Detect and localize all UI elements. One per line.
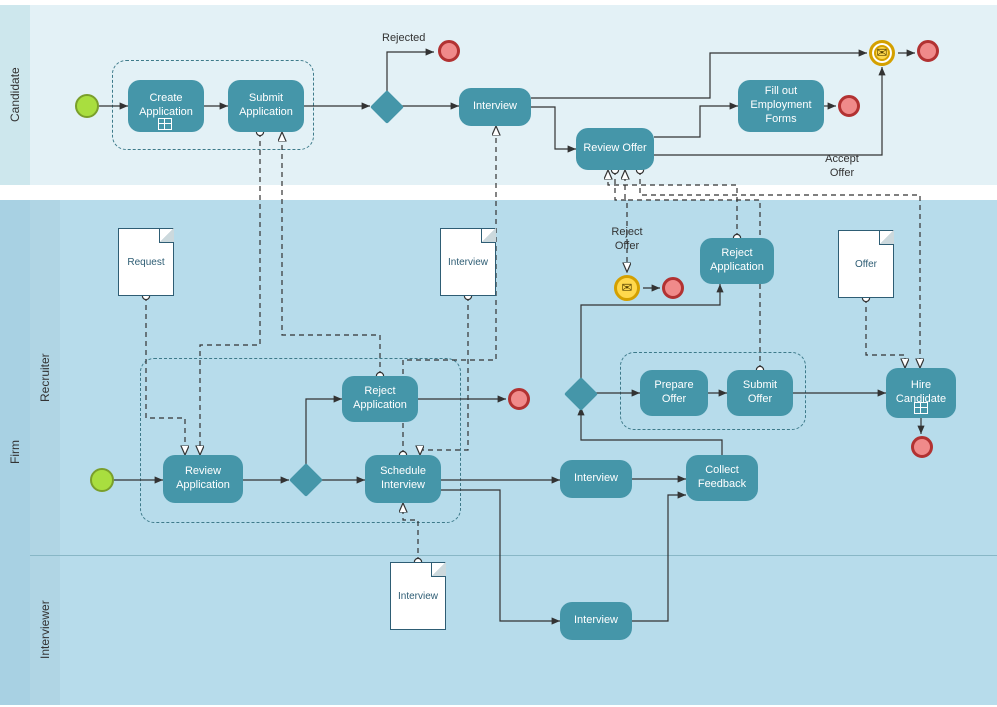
end-event-hire [911,436,933,458]
doc-offer: Offer [838,230,894,298]
subprocess-marker-icon [914,402,928,414]
start-event-recruiter [90,468,114,492]
task-submit-offer: Submit Offer [727,370,793,416]
doc-interview-recruiter-label: Interview [448,257,488,268]
doc-interview-interviewer-label: Interview [398,591,438,602]
task-interview-recruiter: Interview [560,460,632,498]
task-reject-application-recruiter-label: Reject Application [348,385,412,413]
doc-offer-label: Offer [855,259,877,270]
task-create-application-label: Create Application [134,92,198,120]
task-interview-interviewer: Interview [560,602,632,640]
doc-request: Request [118,228,174,296]
task-review-offer-label: Review Offer [583,142,646,156]
task-collect-feedback: Collect Feedback [686,455,758,501]
task-schedule-interview-label: Schedule Interview [371,465,435,493]
task-reject-application-2: Reject Application [700,238,774,284]
task-interview-recruiter-label: Interview [574,472,618,486]
end-event-rejected [438,40,460,62]
lane-recruiter-label: Recruiter [30,200,60,555]
lane-divider [30,555,997,556]
task-collect-feedback-label: Collect Feedback [692,464,752,492]
task-submit-application-label: Submit Application [234,92,298,120]
task-prepare-offer-label: Prepare Offer [646,379,702,407]
message-event-reject-offer: ✉ [614,275,640,301]
task-fill-employment-forms: Fill out Employment Forms [738,80,824,132]
task-review-offer: Review Offer [576,128,654,170]
task-interview-candidate-label: Interview [473,100,517,114]
task-reject-application-recruiter: Reject Application [342,376,418,422]
task-submit-offer-label: Submit Offer [733,379,787,407]
subprocess-marker-icon [158,118,172,130]
end-event-reject-recruiter [508,388,530,410]
bpmn-diagram: Candidate Firm Recruiter Interviewer Req… [0,0,997,707]
task-prepare-offer: Prepare Offer [640,370,708,416]
message-event-candidate: ✉ [869,40,895,66]
task-interview-candidate: Interview [459,88,531,126]
task-reject-application-2-label: Reject Application [706,247,768,275]
end-event-candidate-1 [917,40,939,62]
label-rejected: Rejected [382,32,425,44]
task-fill-employment-forms-label: Fill out Employment Forms [744,85,818,126]
end-event-candidate-forms [838,95,860,117]
end-event-reject-offer [662,277,684,299]
label-accept-offer: AcceptOffer [820,152,864,181]
task-review-application-label: Review Application [169,465,237,493]
pool-firm-label: Firm [0,200,30,705]
label-reject-offer: RejectOffer [608,225,646,254]
doc-interview-interviewer: Interview [390,562,446,630]
task-schedule-interview: Schedule Interview [365,455,441,503]
pool-candidate-label: Candidate [0,5,30,185]
lane-interviewer-label: Interviewer [30,555,60,705]
task-review-application: Review Application [163,455,243,503]
start-event-candidate [75,94,99,118]
task-interview-interviewer-label: Interview [574,614,618,628]
doc-request-label: Request [127,257,164,268]
task-submit-application: Submit Application [228,80,304,132]
doc-interview-recruiter: Interview [440,228,496,296]
